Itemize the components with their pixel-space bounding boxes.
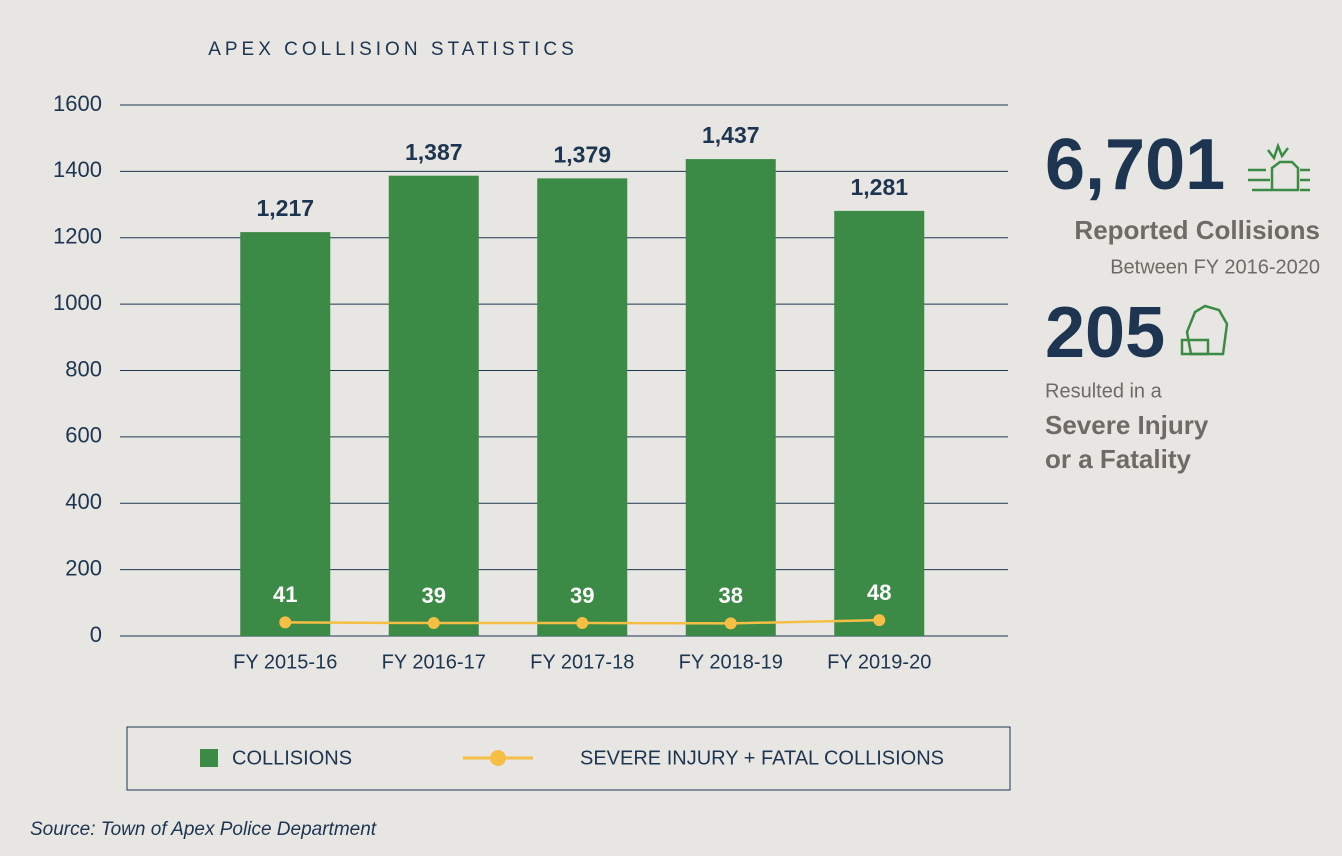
legend-swatch — [200, 749, 218, 767]
line-point — [873, 614, 886, 627]
y-tick-label: 600 — [65, 423, 102, 448]
line-point — [576, 617, 589, 630]
bar-label: 1,379 — [553, 141, 611, 167]
source: Source: Town of Apex Police Department — [30, 819, 377, 840]
stat-label: or a Fatality — [1045, 444, 1191, 474]
y-tick-label: 400 — [65, 489, 102, 514]
x-tick-label: FY 2017-18 — [530, 651, 634, 673]
bar-label: 1,281 — [850, 174, 908, 200]
y-tick-label: 1000 — [53, 290, 102, 315]
stat-number: 6,701 — [1045, 125, 1225, 205]
bar-label: 1,387 — [405, 139, 463, 165]
bar-label: 1,217 — [256, 195, 314, 221]
point-label: 48 — [867, 580, 891, 605]
line-point — [427, 617, 440, 630]
y-tick-label: 800 — [65, 356, 102, 381]
legend-label: COLLISIONS — [232, 747, 352, 769]
point-label: 39 — [422, 583, 446, 608]
bar — [685, 159, 776, 636]
x-tick-label: FY 2019-20 — [827, 651, 931, 673]
y-tick-label: 1400 — [53, 157, 102, 182]
stat-label: Severe Injury — [1045, 410, 1209, 440]
stat-number: 205 — [1045, 293, 1165, 373]
point-label: 41 — [273, 582, 297, 607]
stat-label: Reported Collisions — [1074, 215, 1320, 245]
crash-icon — [1248, 142, 1310, 192]
bar — [388, 175, 479, 636]
y-tick-label: 0 — [90, 622, 102, 647]
x-tick-label: FY 2015-16 — [233, 651, 337, 673]
stat-note: Resulted in a — [1045, 380, 1163, 402]
point-label: 38 — [719, 583, 743, 608]
x-tick-label: FY 2018-19 — [679, 651, 783, 673]
bar — [537, 178, 628, 637]
bar — [240, 232, 331, 636]
bar — [834, 210, 925, 637]
injury-icon — [1180, 304, 1229, 356]
legend-label: SEVERE INJURY + FATAL COLLISIONS — [580, 747, 944, 769]
line-point — [724, 617, 737, 630]
y-tick-label: 1200 — [53, 224, 102, 249]
stat-note: Between FY 2016-2020 — [1110, 256, 1320, 278]
point-label: 39 — [570, 583, 594, 608]
legend-swatch — [490, 750, 506, 766]
bar-label: 1,437 — [702, 122, 760, 148]
legend-box — [126, 726, 1011, 791]
chart-title: APEX COLLISION STATISTICS — [208, 39, 578, 60]
y-tick-label: 200 — [65, 555, 102, 580]
x-tick-label: FY 2016-17 — [382, 651, 486, 673]
line-point — [279, 616, 292, 629]
y-tick-label: 1600 — [53, 91, 102, 116]
